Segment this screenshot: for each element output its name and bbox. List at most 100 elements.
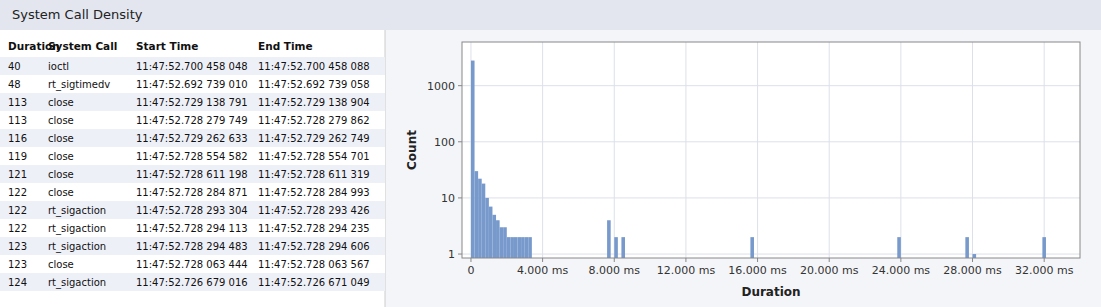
bar	[965, 237, 969, 258]
table-row	[0, 237, 385, 255]
grid-line	[972, 42, 973, 258]
tick-label: 100	[434, 136, 455, 149]
plot-frame	[462, 42, 1080, 258]
table-cell: 122	[8, 187, 27, 198]
bar	[496, 220, 500, 258]
table-cell: 11:47:52.726 671 049	[258, 277, 370, 288]
table-cell: 11:47:52.728 294 235	[258, 223, 370, 234]
grid-line	[1044, 42, 1045, 258]
bar	[1042, 237, 1046, 258]
bar	[528, 237, 532, 258]
table-cell: 116	[8, 133, 27, 144]
table-cell: 11:47:52.728 279 749	[136, 115, 248, 126]
bar	[510, 237, 514, 258]
tick-label: 12.000 ms	[657, 264, 716, 277]
tick-label: 28.000 ms	[943, 264, 1002, 277]
table-row	[0, 129, 385, 147]
table-cell: 11:47:52.700 458 048	[136, 61, 248, 72]
table-cell: 11:47:52.729 262 633	[136, 133, 248, 144]
tick-label: 24.000 ms	[872, 264, 931, 277]
bar	[492, 215, 496, 258]
table-cell: 119	[8, 151, 27, 162]
tick	[829, 258, 830, 262]
table-cell: close	[48, 97, 74, 108]
table-cell: close	[48, 259, 74, 270]
grid-line	[829, 42, 830, 258]
table-cell: rt_sigaction	[48, 277, 106, 289]
table-row	[0, 75, 385, 93]
table-cell: 11:47:52.692 739 058	[258, 79, 370, 90]
tick-label: 16.000 ms	[728, 264, 787, 277]
table-cell: rt_sigaction	[48, 241, 106, 253]
tick-label: 1	[448, 248, 455, 261]
grid-line	[542, 42, 543, 258]
table-cell: rt_sigtimedv	[48, 79, 110, 91]
table-cell: 11:47:52.728 284 993	[258, 187, 370, 198]
title: System Call Density	[12, 7, 143, 22]
table-cell: 122	[8, 223, 27, 234]
grid-line	[757, 42, 758, 258]
bar	[500, 227, 504, 258]
table-cell: 11:47:52.728 279 862	[258, 115, 370, 126]
table-cell: close	[48, 151, 74, 162]
table-cell: close	[48, 187, 74, 198]
chart: System Call Density Duration System Call St…	[0, 0, 1101, 307]
tick-label: 8.000 ms	[589, 264, 641, 277]
page: {"chart_data": { "type": "bar", "title":…	[0, 0, 1101, 307]
bar	[897, 237, 901, 258]
plot-background	[462, 42, 1080, 258]
table-cell: 11:47:52.728 294 483	[136, 241, 248, 252]
table-header: Start Time	[136, 40, 198, 52]
table-row	[0, 219, 385, 237]
table-cell: close	[48, 133, 74, 144]
y-axis: 1101001000	[427, 80, 462, 261]
tick	[1044, 258, 1045, 262]
table-cell: 11:47:52.700 458 088	[258, 61, 370, 72]
table-cell: 122	[8, 205, 27, 216]
bar	[621, 237, 625, 258]
tick	[542, 258, 543, 262]
table-cell: rt_sigaction	[48, 223, 106, 235]
tick-label: 10	[441, 192, 455, 205]
tick	[470, 258, 471, 262]
table-row	[0, 93, 385, 111]
table-cell: 11:47:52.728 284 871	[136, 187, 248, 198]
tick-label: 0	[467, 264, 474, 277]
tick	[757, 258, 758, 262]
tick-label: 32.000 ms	[1015, 264, 1074, 277]
table: DurationSystem CallStart TimeEnd Time40i…	[0, 40, 385, 291]
table-header: System Call	[48, 40, 117, 52]
table-cell: 11:47:52.728 293 426	[258, 205, 370, 216]
bar	[485, 198, 489, 258]
table-cell: 11:47:52.692 739 010	[136, 79, 248, 90]
grid-line	[462, 197, 1080, 198]
x-axis-label: Duration	[741, 285, 800, 299]
bar	[471, 61, 475, 258]
table-cell: 11:47:52.728 063 567	[258, 259, 370, 270]
tick	[685, 258, 686, 262]
grid-line	[462, 85, 1080, 86]
table-row	[0, 273, 385, 291]
grid-line	[685, 42, 686, 258]
x-axis: 04.000 ms8.000 ms12.000 ms16.000 ms20.00…	[467, 258, 1073, 277]
bar	[489, 207, 493, 258]
table-row	[0, 57, 385, 75]
tick-label: 20.000 ms	[800, 264, 859, 277]
table-cell: 124	[8, 277, 27, 288]
table-cell: ioctl	[48, 61, 69, 72]
bar	[507, 237, 511, 258]
table-cell: 11:47:52.728 611 198	[136, 169, 248, 180]
table-header: End Time	[258, 40, 313, 52]
grid	[462, 42, 1080, 258]
table-cell: 11:47:52.728 554 701	[258, 151, 370, 162]
bars	[471, 61, 1046, 258]
table-cell: 11:47:52.729 138 791	[136, 97, 248, 108]
bar	[973, 254, 977, 258]
grid-line	[462, 141, 1080, 142]
table-row	[0, 255, 385, 273]
background	[0, 0, 1101, 307]
table-cell: 11:47:52.728 294 113	[136, 223, 248, 234]
table-cell: 11:47:52.728 063 444	[136, 259, 248, 270]
bar	[750, 237, 754, 258]
tick	[458, 141, 462, 142]
